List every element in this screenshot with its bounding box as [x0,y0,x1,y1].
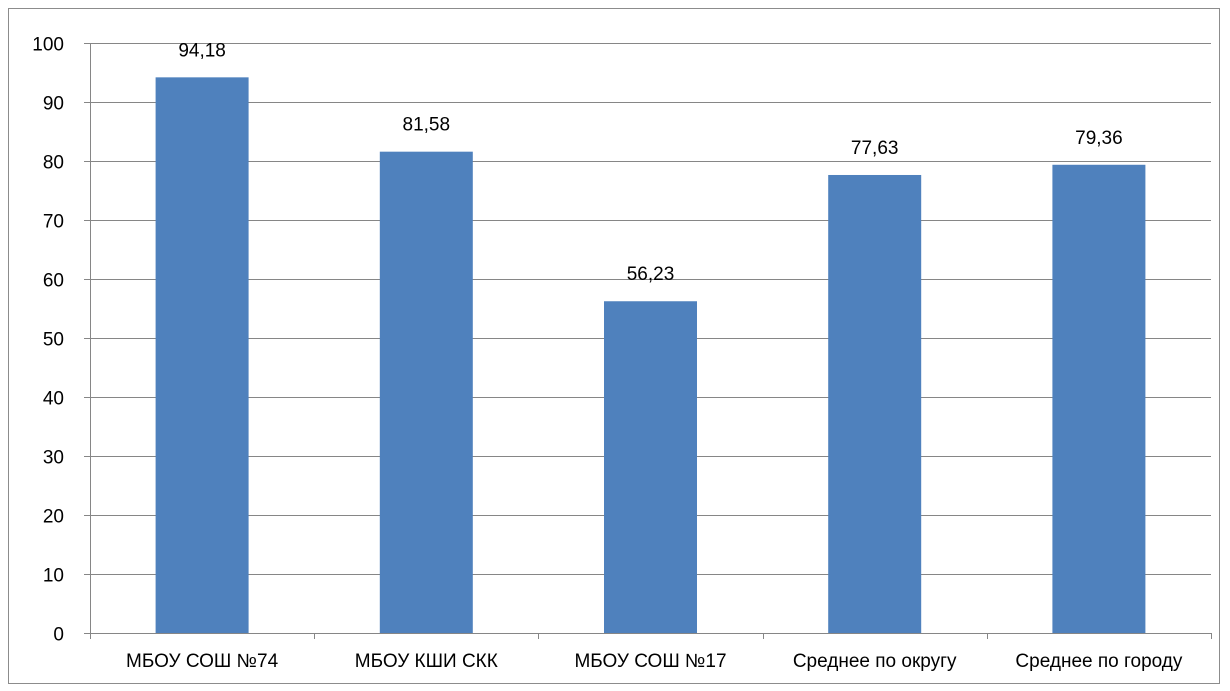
gridlines [90,43,1211,575]
data-label: 79,36 [1075,128,1123,149]
labels: 0 10 20 30 40 50 60 70 80 90 100 94,18 МБОУ СОШ №74 8… [32,35,1183,673]
y-tick-label: 70 [43,212,64,233]
y-tick-label: 20 [43,507,64,528]
y-tick-label: 90 [43,94,64,115]
data-label: 77,63 [851,138,899,159]
bar [155,77,249,633]
data-label: 94,18 [178,40,226,61]
data-label: 81,58 [403,115,451,136]
category-label: МБОУ КШИ СКК [355,651,498,672]
y-tick-label: 0 [53,625,64,646]
y-tick-label: 10 [43,566,64,587]
y-tick-label: 40 [43,389,64,410]
category-label: МБОУ СОШ №74 [126,651,279,672]
bars [155,77,1146,634]
y-tick-label: 100 [32,35,64,56]
bar [379,151,473,634]
bar [828,174,922,633]
data-label: 56,23 [627,264,675,285]
category-label: МБОУ СОШ №17 [574,651,726,672]
y-tick-label: 80 [43,153,64,174]
axes [84,43,1212,639]
category-label: Среднее по округу [793,651,957,672]
category-label: Среднее по городу [1015,651,1182,672]
y-tick-label: 30 [43,448,64,469]
y-tick-label: 50 [43,330,64,351]
y-tick-label: 60 [43,271,64,292]
bar [1052,164,1146,633]
bar [604,301,697,633]
